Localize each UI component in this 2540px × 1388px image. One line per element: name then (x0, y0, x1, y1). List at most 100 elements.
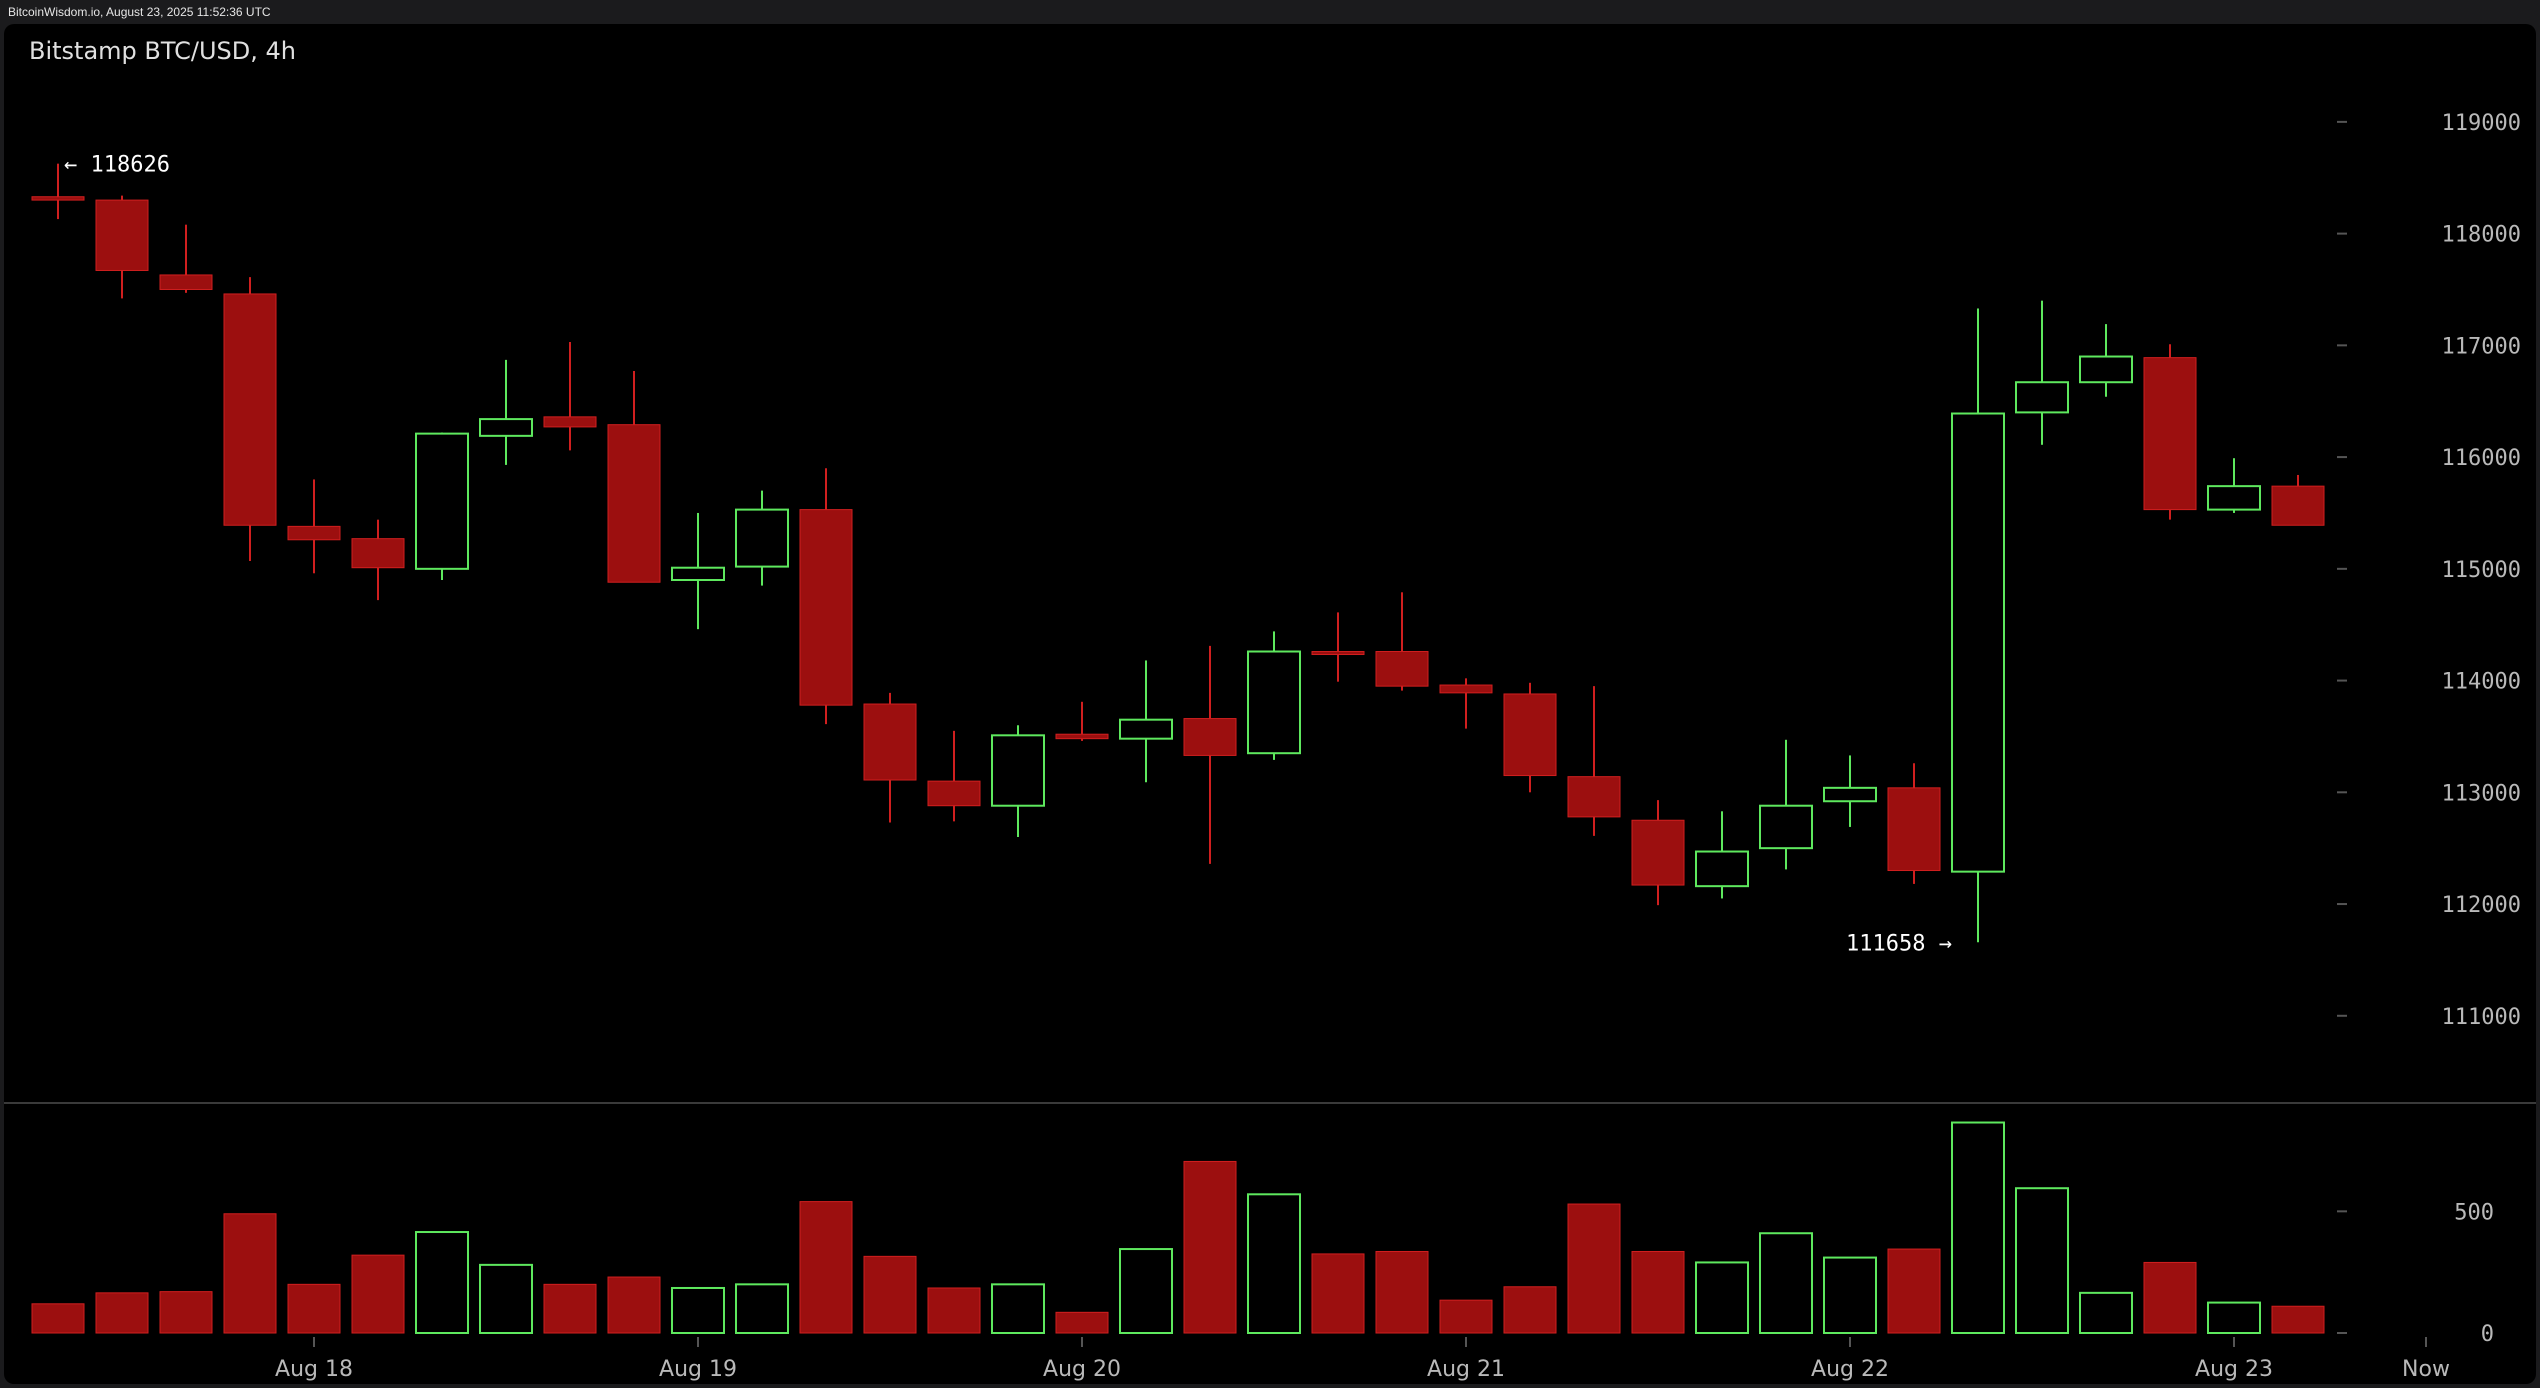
volume-bar-up[interactable] (479, 1263, 533, 1335)
candle-down[interactable] (1055, 701, 1109, 741)
price-tick-label: 118000 (2442, 223, 2521, 248)
candle-up[interactable] (1951, 308, 2005, 943)
candle-body (31, 196, 85, 201)
candle-up[interactable] (2207, 458, 2261, 513)
volume-bar-up[interactable] (1119, 1248, 1173, 1335)
candle-up[interactable] (1247, 631, 1301, 760)
candle-down[interactable] (863, 692, 917, 823)
candle-up[interactable] (1759, 739, 1813, 870)
volume-bar-up[interactable] (991, 1283, 1045, 1335)
candle-up[interactable] (1695, 811, 1749, 899)
candle-down[interactable] (1183, 645, 1237, 864)
volume-bar-up[interactable] (1695, 1261, 1749, 1335)
candle-down[interactable] (1887, 763, 1941, 884)
volume-bar-down[interactable] (863, 1255, 917, 1334)
candle-up[interactable] (671, 512, 725, 630)
time-tick-label: Aug 20 (1043, 1357, 1121, 1382)
volume-bar-down[interactable] (1503, 1286, 1557, 1334)
volume-bar-down[interactable] (799, 1201, 853, 1334)
candle-body (671, 566, 725, 581)
candle-up[interactable] (1119, 660, 1173, 783)
candle-body (1631, 819, 1685, 886)
candle-up[interactable] (991, 725, 1045, 837)
volume-bar-down[interactable] (95, 1292, 149, 1334)
candle-down[interactable] (287, 479, 341, 574)
candle-body (2015, 381, 2069, 414)
volume-bar-down[interactable] (31, 1303, 85, 1334)
candle-down[interactable] (159, 224, 213, 293)
candle-down[interactable] (1503, 682, 1557, 793)
candle-down[interactable] (543, 341, 597, 451)
candle-up[interactable] (2015, 300, 2069, 445)
candle-up[interactable] (415, 432, 469, 580)
candle-down[interactable] (1311, 612, 1365, 682)
candle-up[interactable] (735, 490, 789, 586)
candle-down[interactable] (799, 468, 853, 725)
candle-down[interactable] (95, 195, 149, 299)
candle-down[interactable] (927, 730, 981, 822)
chart-panel: Bitstamp BTC/USD, 4h 119000 118000 117000 1… (4, 24, 2536, 1384)
volume-bar-down[interactable] (543, 1283, 597, 1334)
price-tick-label: 111000 (2442, 1005, 2521, 1030)
volume-bar-down[interactable] (223, 1213, 277, 1334)
time-tick-label: Aug 23 (2195, 1357, 2273, 1382)
volume-bar-up[interactable] (415, 1231, 469, 1335)
volume-bar-down[interactable] (927, 1287, 981, 1334)
volume-bar-down[interactable] (1055, 1311, 1109, 1334)
candle-body (287, 525, 341, 541)
candle-down[interactable] (31, 163, 85, 220)
volume-bar-down[interactable] (1375, 1250, 1429, 1334)
volume-bar-down[interactable] (1631, 1250, 1685, 1334)
top-bar: BitcoinWisdom.io, August 23, 2025 11:52:… (0, 0, 2540, 24)
price-tick-label: 114000 (2442, 670, 2521, 695)
volume-bar-up[interactable] (2015, 1187, 2069, 1335)
candle-body (2207, 485, 2261, 511)
volume-bar-down[interactable] (2143, 1261, 2197, 1334)
high-annotation: ← 118626 (64, 153, 170, 178)
candle-body (95, 199, 149, 271)
candle-up[interactable] (479, 359, 533, 465)
volume-bar-down[interactable] (1567, 1203, 1621, 1334)
candle-down[interactable] (1375, 592, 1429, 691)
volume-bar-down[interactable] (1439, 1299, 1493, 1334)
candle-down[interactable] (2271, 474, 2325, 526)
volume-bars-layer (31, 1121, 2325, 1335)
volume-bar-down[interactable] (1183, 1160, 1237, 1334)
candle-body (1951, 412, 2005, 873)
volume-bar-up[interactable] (1759, 1232, 1813, 1334)
volume-bar-down[interactable] (1887, 1248, 1941, 1334)
candle-down[interactable] (351, 519, 405, 601)
volume-tick-label: 0 (2481, 1322, 2494, 1347)
candle-down[interactable] (607, 371, 661, 583)
volume-bar-down[interactable] (159, 1291, 213, 1334)
time-tick-label: Aug 18 (275, 1357, 353, 1382)
volume-bar-up[interactable] (735, 1283, 789, 1335)
candle-up[interactable] (1823, 755, 1877, 827)
volume-bar-up[interactable] (1951, 1121, 2005, 1335)
candle-down[interactable] (2143, 344, 2197, 520)
candle-down[interactable] (1631, 800, 1685, 906)
volume-bar-up[interactable] (1823, 1256, 1877, 1334)
price-tick-label: 116000 (2442, 446, 2521, 471)
candlestick-chart[interactable]: Bitstamp BTC/USD, 4h 1190001180001170001… (4, 24, 2536, 1384)
candle-up[interactable] (2079, 324, 2133, 397)
volume-bar-up[interactable] (2207, 1301, 2261, 1335)
candle-body (223, 293, 277, 526)
volume-bar-down[interactable] (351, 1254, 405, 1334)
price-tick-label: 112000 (2442, 893, 2521, 918)
volume-bar-down[interactable] (1311, 1253, 1365, 1334)
candle-body (1759, 804, 1813, 850)
candle-down[interactable] (1567, 686, 1621, 836)
candle-body (1695, 850, 1749, 888)
candle-body (1247, 650, 1301, 755)
volume-bar-down[interactable] (607, 1276, 661, 1334)
candle-down[interactable] (223, 277, 277, 562)
volume-bar-down[interactable] (287, 1283, 341, 1334)
candle-body (1503, 693, 1557, 777)
candle-body (1887, 787, 1941, 872)
volume-bar-down[interactable] (2271, 1305, 2325, 1334)
candle-down[interactable] (1439, 678, 1493, 729)
volume-bar-up[interactable] (2079, 1291, 2133, 1334)
volume-bar-up[interactable] (671, 1286, 725, 1334)
volume-bar-up[interactable] (1247, 1193, 1301, 1335)
